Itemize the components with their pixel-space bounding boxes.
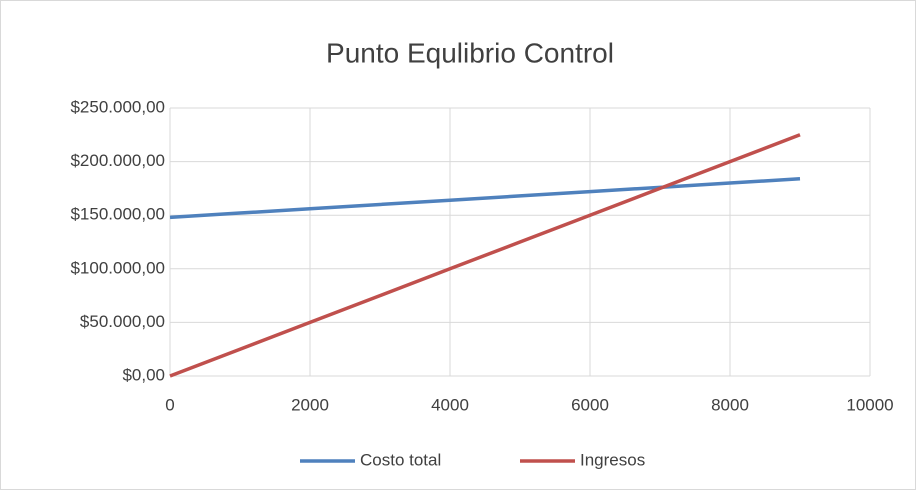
- x-tick-label: 2000: [291, 395, 329, 414]
- y-tick-label: $50.000,00: [80, 312, 165, 331]
- y-tick-label: $100.000,00: [70, 258, 165, 277]
- x-tick-label: 4000: [431, 395, 469, 414]
- y-tick-label: $250.000,00: [70, 97, 165, 116]
- legend-label: Costo total: [360, 450, 441, 469]
- x-tick-label: 10000: [846, 395, 893, 414]
- series-line: [169, 133, 801, 378]
- y-tick-label: $150.000,00: [70, 205, 165, 224]
- y-tick-label: $200.000,00: [70, 151, 165, 170]
- legend-label: Ingresos: [580, 450, 645, 469]
- series-line: [169, 177, 801, 220]
- x-tick-label: 6000: [571, 395, 609, 414]
- x-tick-label: 8000: [711, 395, 749, 414]
- y-tick-label: $0,00: [122, 365, 165, 384]
- x-tick-label: 0: [165, 395, 174, 414]
- chart-title: Punto Equlibrio Control: [326, 37, 614, 68]
